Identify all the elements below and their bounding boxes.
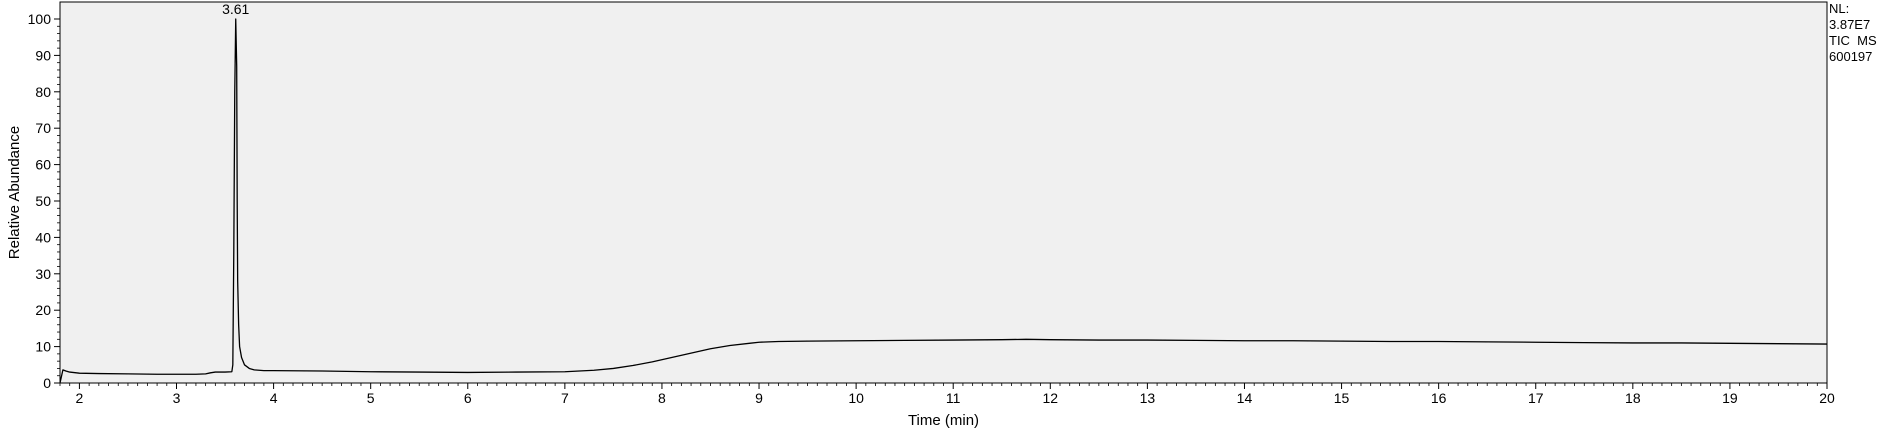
y-tick-label: 0 [43,375,51,391]
info-line: 600197 [1829,49,1872,64]
y-tick-label: 100 [28,11,52,27]
x-tick-label: 4 [270,390,278,406]
info-line: 3.87E7 [1829,17,1870,32]
x-tick-label: 12 [1043,390,1059,406]
x-tick-label: 2 [76,390,84,406]
plot-area [59,1,1828,384]
x-tick-label: 6 [464,390,472,406]
x-tick-label: 17 [1528,390,1544,406]
x-tick-label: 10 [848,390,864,406]
axis-ticks: 2 3 4 5 6 7 8 9 10 11 12 13 14 15 16 17 18 19 20 0 10 20 30 40 5… [28,11,1835,406]
x-tick-label: 18 [1625,390,1641,406]
y-tick-label: 20 [35,302,51,318]
info-line: TIC MS [1829,33,1877,48]
peak-label: 3.61 [222,1,249,17]
y-tick-label: 50 [35,193,51,209]
x-tick-label: 7 [561,390,569,406]
x-tick-label: 15 [1334,390,1350,406]
y-tick-label: 30 [35,266,51,282]
y-tick-label: 40 [35,229,51,245]
x-tick-label: 19 [1722,390,1738,406]
y-tick-label: 60 [35,157,51,173]
x-tick-label: 20 [1819,390,1835,406]
x-tick-label: 9 [755,390,763,406]
x-tick-label: 16 [1431,390,1447,406]
x-tick-label: 13 [1140,390,1156,406]
info-line: NL: [1829,1,1849,16]
x-tick-label: 5 [367,390,375,406]
peak-labels: 3.61 [222,1,249,17]
y-axis-label: Relative Abundance [6,126,23,259]
x-axis-label: Time (min) [908,412,979,429]
y-tick-label: 90 [35,47,51,63]
x-tick-label: 11 [946,390,961,406]
y-tick-label: 80 [35,84,51,100]
y-tick-label: 10 [35,339,51,355]
x-tick-label: 3 [173,390,181,406]
series-line [59,18,1828,384]
y-tick-label: 70 [35,120,51,136]
x-tick-label: 14 [1237,390,1253,406]
x-tick-label: 8 [658,390,666,406]
